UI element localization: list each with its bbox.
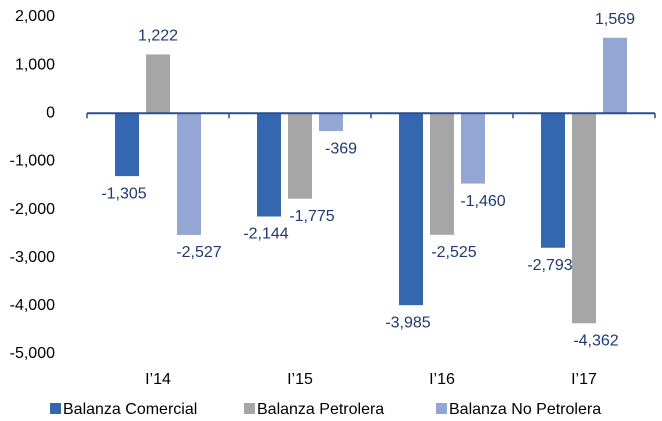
bar: [461, 113, 485, 184]
bar: [177, 113, 201, 235]
y-tick-label: -1,000: [10, 153, 55, 170]
data-label: -1,305: [101, 185, 146, 202]
y-tick-label: -3,000: [10, 249, 55, 266]
legend-label: Balanza Comercial: [63, 401, 197, 418]
bar: [541, 113, 565, 248]
data-label: 1,222: [138, 28, 178, 45]
legend-swatch: [436, 403, 447, 414]
bar: [572, 113, 596, 324]
data-label: -3,985: [385, 314, 430, 331]
y-tick-label: 0: [46, 105, 55, 122]
bar: [146, 54, 170, 114]
bar: [399, 113, 423, 306]
data-label: -1,460: [460, 193, 505, 210]
data-label: -369: [325, 140, 357, 157]
data-label: -2,793: [527, 257, 572, 274]
y-tick-label: -5,000: [10, 345, 55, 362]
bar: [430, 113, 454, 235]
y-tick-label: -2,000: [10, 201, 55, 218]
legend-swatch: [50, 403, 61, 414]
legend-label: Balanza Petrolera: [257, 401, 384, 418]
bar: [115, 113, 139, 177]
legend-label: Balanza No Petrolera: [449, 401, 601, 418]
y-tick-label: -4,000: [10, 297, 55, 314]
x-tick-label: I’14: [145, 371, 171, 388]
data-label: -2,527: [176, 244, 221, 261]
bar: [603, 37, 627, 114]
data-label: -4,362: [573, 333, 618, 350]
x-tick-label: I’16: [429, 371, 455, 388]
data-label: 1,569: [595, 11, 635, 28]
y-tick-label: 1,000: [15, 56, 55, 73]
data-label: -2,144: [243, 226, 288, 243]
x-tick-label: I’17: [571, 371, 597, 388]
x-tick-label: I’15: [287, 371, 313, 388]
bar: [288, 113, 312, 199]
bar: [319, 113, 343, 132]
bar: [257, 113, 281, 217]
y-tick-label: 2,000: [15, 8, 55, 25]
data-label: -2,525: [431, 244, 476, 261]
data-label: -1,775: [289, 208, 334, 225]
legend-swatch: [244, 403, 255, 414]
